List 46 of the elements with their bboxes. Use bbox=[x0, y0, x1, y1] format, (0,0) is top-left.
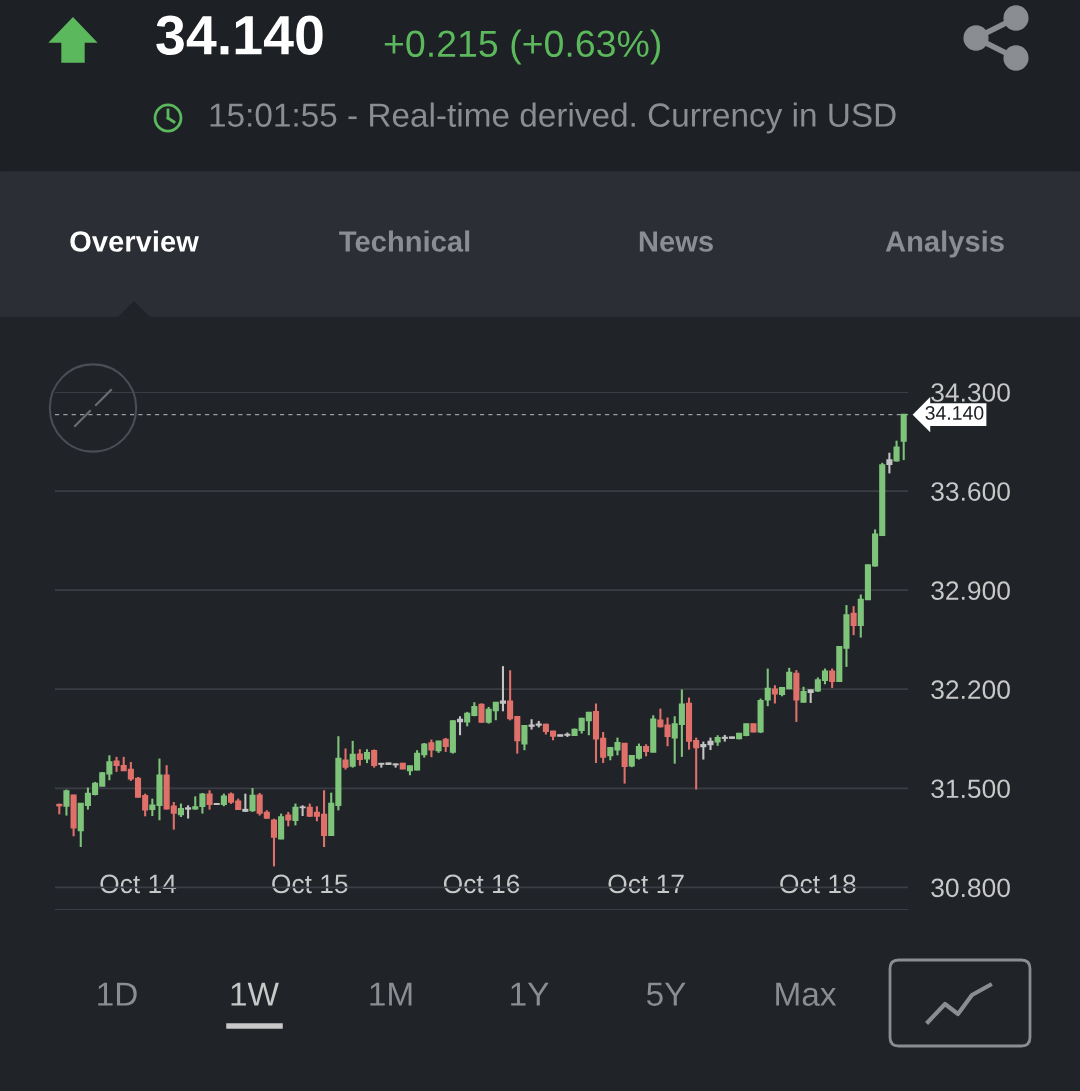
y-tick-label: 31.500 bbox=[931, 779, 1010, 799]
candlestick bbox=[242, 792, 249, 813]
candlestick bbox=[657, 707, 664, 729]
candlestick bbox=[521, 724, 528, 752]
y-tick-label: 34.300 bbox=[931, 383, 1010, 402]
x-tick-label: Oct 17 bbox=[608, 874, 684, 894]
x-tick-label: Oct 15 bbox=[272, 874, 348, 894]
text: 1M bbox=[370, 982, 412, 1006]
candlestick bbox=[292, 802, 299, 827]
text: 5Y bbox=[646, 982, 686, 1006]
candlestick bbox=[456, 715, 464, 737]
y-tick-label: 33.600 bbox=[931, 482, 1010, 501]
candlestick bbox=[342, 747, 349, 771]
text: Technical bbox=[339, 230, 470, 252]
candlestick bbox=[63, 788, 70, 817]
candlestick bbox=[499, 665, 507, 713]
candlestick bbox=[850, 605, 857, 637]
candlestick bbox=[478, 702, 485, 724]
candlestick bbox=[278, 812, 285, 841]
chart-title: 34.140 bbox=[156, 15, 323, 55]
candlestick bbox=[886, 451, 893, 475]
text: Analysis bbox=[885, 230, 1004, 258]
text: 1D bbox=[98, 982, 137, 1006]
candlestick bbox=[893, 439, 900, 463]
text: Overview bbox=[70, 230, 199, 252]
candlestick bbox=[270, 817, 278, 868]
candlestick bbox=[349, 739, 356, 769]
text: Max bbox=[776, 982, 837, 1006]
candlestick bbox=[664, 716, 671, 748]
candlestick bbox=[764, 667, 771, 708]
y-tick-label: 30.800 bbox=[931, 878, 1010, 898]
y-tick-label: 32.900 bbox=[931, 581, 1010, 600]
candlestick bbox=[829, 667, 836, 689]
text: News bbox=[639, 231, 713, 252]
text: 1W bbox=[231, 982, 279, 1006]
candlestick bbox=[206, 789, 213, 811]
x-tick-label: Oct 18 bbox=[780, 874, 856, 894]
candlestick bbox=[249, 786, 256, 813]
x-tick-label: Oct 16 bbox=[443, 874, 520, 894]
ref-line-label: 34.140 bbox=[925, 406, 984, 420]
candlestick bbox=[771, 684, 778, 705]
candlestick bbox=[621, 741, 628, 785]
text: 15:01:55 - Real-time derived. Currency in USD bbox=[210, 102, 896, 134]
y-tick-label: 32.200 bbox=[931, 680, 1010, 700]
text: 1Y bbox=[511, 982, 549, 1006]
chart-subtitle: +0.215 (+0.63%) bbox=[384, 29, 661, 65]
